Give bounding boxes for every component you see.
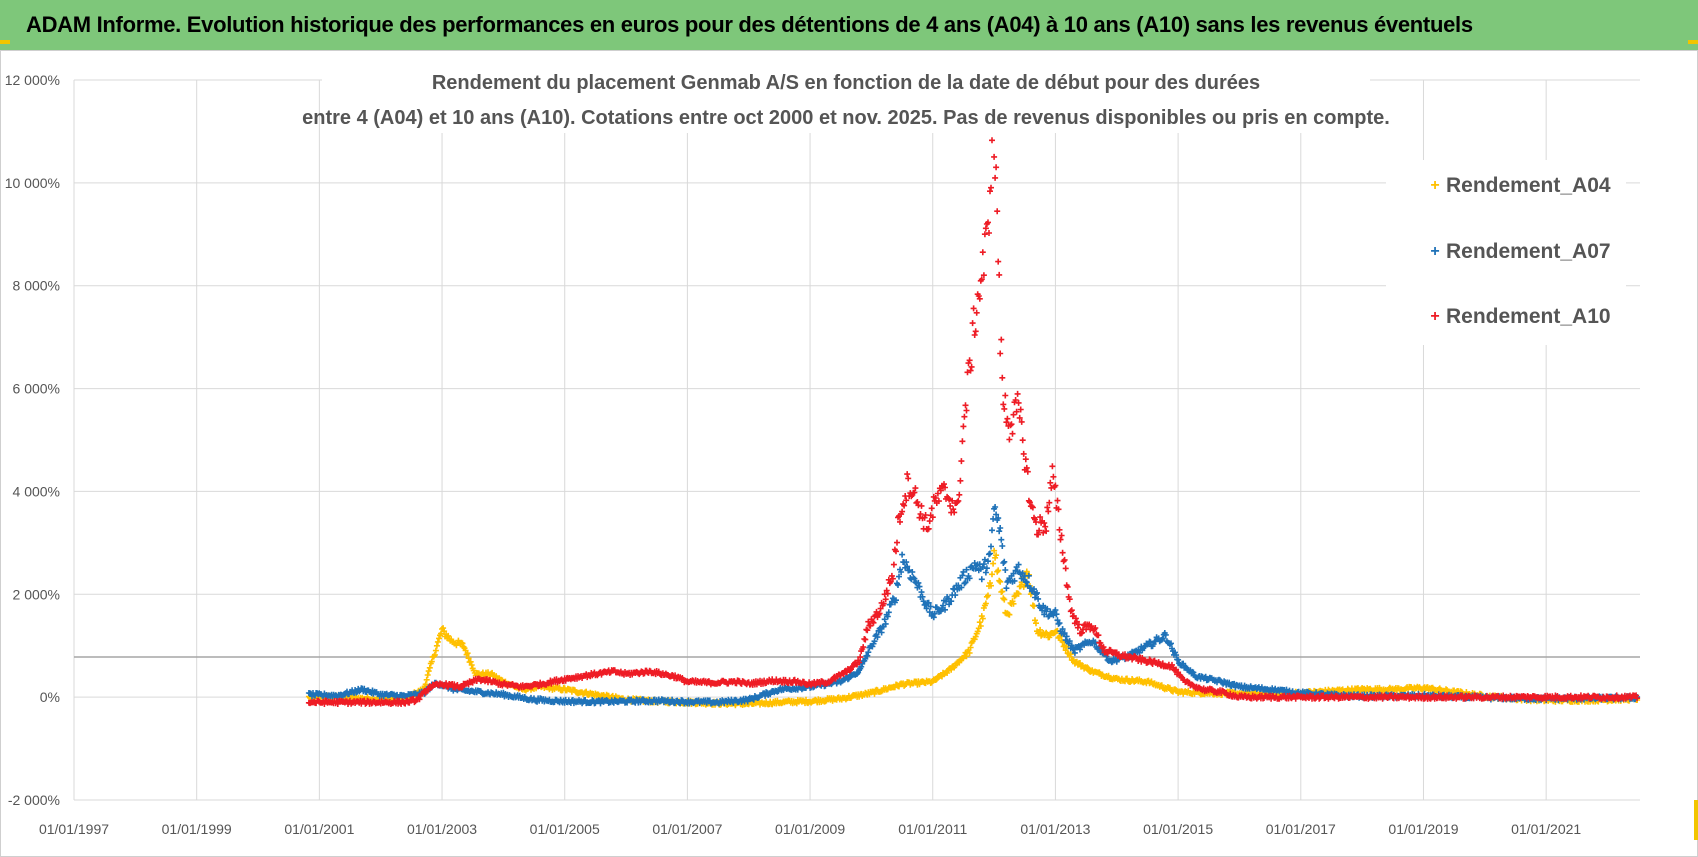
chart-title-line-1: Rendement du placement Genmab A/S en fon… xyxy=(432,72,1260,94)
x-tick-label: 01/01/2005 xyxy=(530,821,600,837)
series-markers-rendement_a10 xyxy=(305,111,1641,707)
x-tick-label: 01/01/1999 xyxy=(162,821,232,837)
y-tick-label: 4 000% xyxy=(13,483,60,499)
x-tick-label: 01/01/2017 xyxy=(1266,821,1336,837)
y-tick-label: 8 000% xyxy=(13,278,60,294)
banner: ADAM Informe. Evolution historique des p… xyxy=(0,0,1698,51)
x-tick-label: 01/01/2007 xyxy=(652,821,722,837)
x-tick-label: 01/01/2013 xyxy=(1020,821,1090,837)
legend-label-a07: Rendement_A07 xyxy=(1446,240,1611,263)
x-tick-label: 01/01/2009 xyxy=(775,821,845,837)
y-tick-labels: -2 000% 0% 2 000% 4 000% 6 000% 8 000% 10 000%… xyxy=(5,72,60,808)
x-tick-label: 01/01/2003 xyxy=(407,821,477,837)
x-tick-label: 01/01/1997 xyxy=(39,821,109,837)
legend-marker-a07: + xyxy=(1430,243,1439,260)
x-tick-labels: 01/01/1997 01/01/1999 01/01/2001 01/01/2003… xyxy=(39,821,1581,837)
y-tick-label: 6 000% xyxy=(13,381,60,397)
y-tick-label: -2 000% xyxy=(8,792,60,808)
series-rendement_a10 xyxy=(305,111,1641,707)
y-tick-label: 0% xyxy=(40,689,60,705)
y-tick-label: 10 000% xyxy=(5,175,60,191)
title-background xyxy=(322,63,1370,133)
legend-label-a04: Rendement_A04 xyxy=(1446,174,1611,197)
x-tick-label: 01/01/2015 xyxy=(1143,821,1213,837)
series-rendement_a07 xyxy=(305,504,1641,707)
corner-marker-bottom-right xyxy=(1694,800,1698,840)
banner-title: ADAM Informe. Evolution historique des p… xyxy=(26,12,1473,37)
corner-marker-top-left xyxy=(0,40,10,44)
x-tick-label: 01/01/2001 xyxy=(284,821,354,837)
legend-marker-a10: + xyxy=(1430,308,1439,325)
legend-label-a10: Rendement_A10 xyxy=(1446,305,1611,328)
series-markers-rendement_a07 xyxy=(305,504,1641,707)
x-tick-label: 01/01/2019 xyxy=(1388,821,1458,837)
x-tick-label: 01/01/2021 xyxy=(1511,821,1581,837)
legend-background xyxy=(1386,160,1626,345)
corner-marker-top-right xyxy=(1688,40,1698,44)
chart-title-line-2: entre 4 (A04) et 10 ans (A10). Cotations… xyxy=(302,107,1390,129)
y-tick-label: 2 000% xyxy=(13,586,60,602)
x-tick-label: 01/01/2011 xyxy=(898,821,967,837)
y-tick-label: 12 000% xyxy=(5,72,60,88)
legend: + Rendement_A04 + Rendement_A07 + Rendem… xyxy=(1386,160,1626,345)
legend-marker-a04: + xyxy=(1430,177,1439,194)
points-layer xyxy=(305,111,1641,709)
